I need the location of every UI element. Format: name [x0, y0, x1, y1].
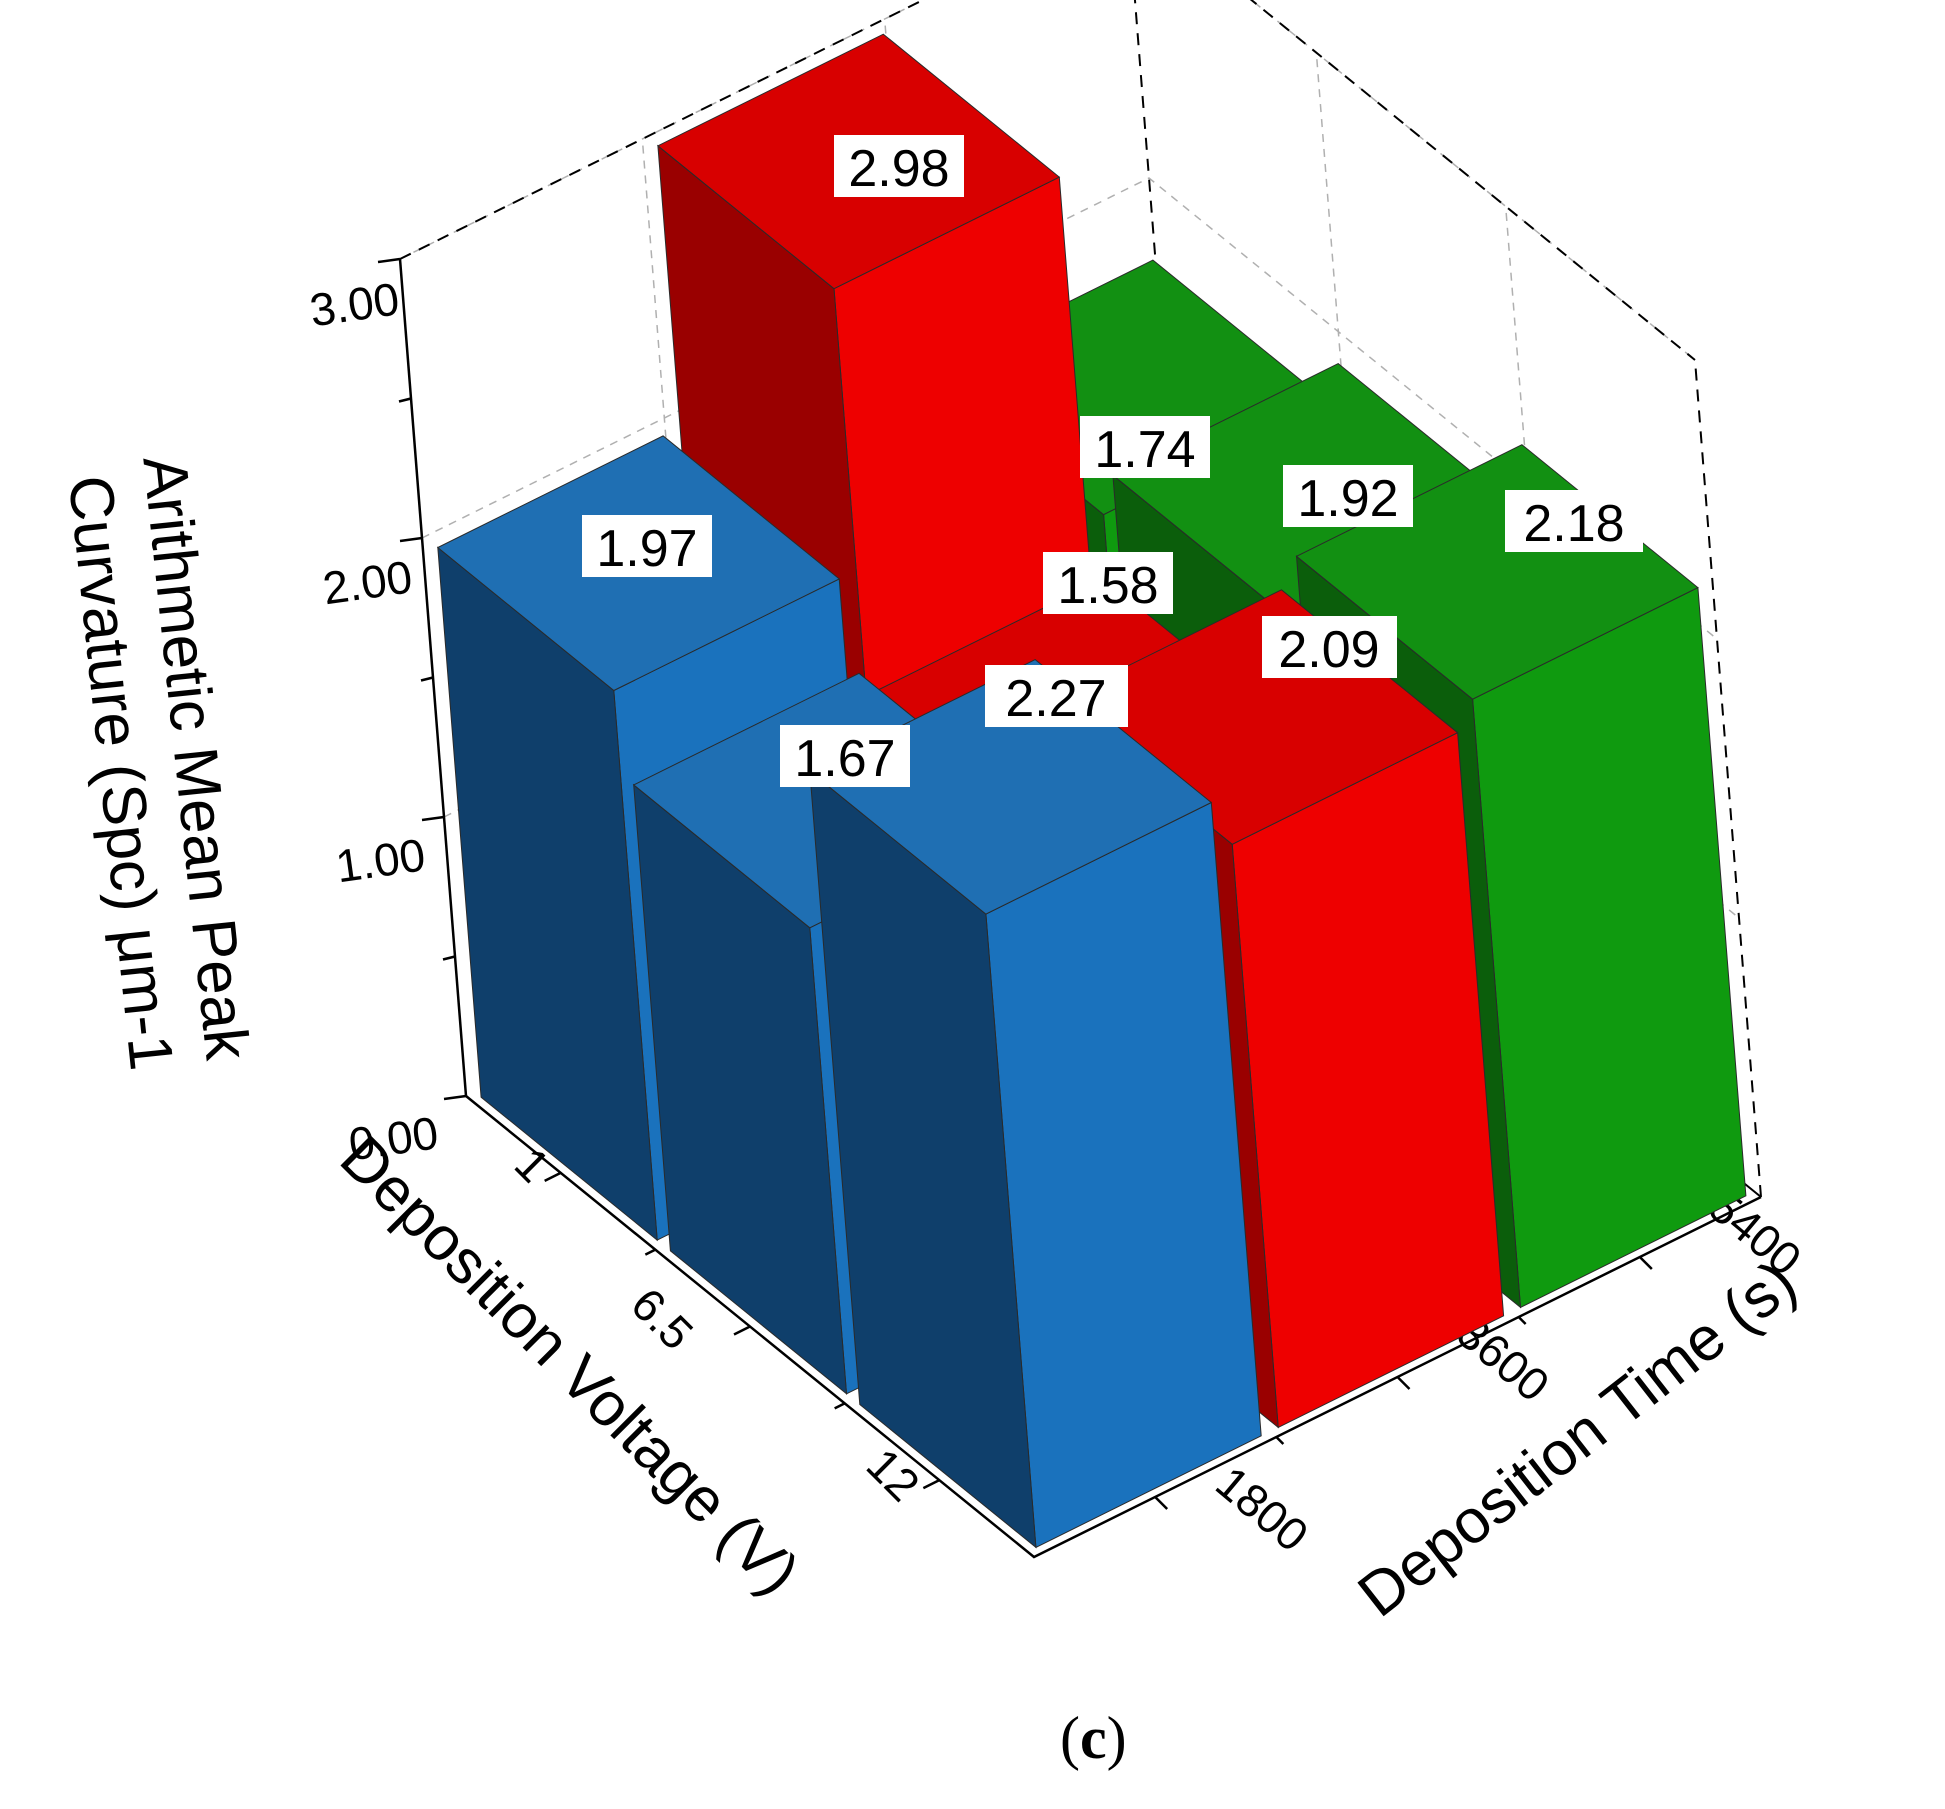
value-label-text-3600-12: 2.09 — [1278, 621, 1379, 679]
z-tick-mark — [420, 676, 434, 682]
frame-back-vertical — [1133, 0, 1194, 737]
voltage-tick-mark-1 — [733, 1325, 751, 1336]
value-label-text-5400-12: 2.18 — [1523, 495, 1624, 553]
time-minor-tick-0 — [1275, 1436, 1285, 1445]
value-labels: 1.97 1.67 2.27 2.98 1.58 2.09 1.74 1.92 — [582, 135, 1643, 788]
panel-label-letter: c — [1080, 1705, 1107, 1771]
bars — [436, 33, 1747, 1549]
bar-face-front — [1231, 731, 1505, 1429]
time-tick-mark-2 — [1638, 1256, 1653, 1270]
value-label-5400-12: 2.18 — [1505, 490, 1643, 553]
voltage-minor-tick-0 — [644, 1248, 656, 1256]
value-label-text-5400-1: 1.74 — [1094, 421, 1195, 479]
z-tick-mark — [398, 397, 412, 403]
value-label-text-1800-1: 1.97 — [596, 520, 697, 578]
value-label-text-1800-6.5: 1.67 — [794, 730, 895, 788]
z-tick-mark — [421, 815, 445, 822]
value-label-3600-12: 2.09 — [1262, 616, 1397, 679]
panel-label: (c) — [1060, 1705, 1127, 1771]
svg-text:(c): (c) — [1060, 1705, 1127, 1771]
value-label-text-3600-6.5: 1.58 — [1057, 557, 1158, 615]
z-tick-label-3: 3.00 — [306, 272, 402, 336]
value-label-text-3600-1: 2.98 — [848, 140, 949, 198]
z-tick-mark — [442, 955, 456, 961]
z-tick-label-2: 2.00 — [319, 550, 415, 614]
value-label-3600-6.5: 1.58 — [1043, 552, 1173, 615]
value-label-3600-1: 2.98 — [834, 135, 964, 198]
voltage-tick-mark-0 — [544, 1171, 562, 1182]
value-label-5400-6.5: 1.92 — [1283, 465, 1413, 528]
voltage-minor-tick-1 — [834, 1402, 846, 1410]
bar-face-front — [1472, 586, 1747, 1309]
time-tick-mark-1 — [1396, 1376, 1411, 1390]
time-minor-tick-1 — [1517, 1316, 1527, 1325]
voltage-tick-mark-2 — [922, 1479, 940, 1490]
value-label-text-5400-6.5: 1.92 — [1297, 470, 1398, 528]
z-tick-label-0: 0.00 — [345, 1106, 441, 1170]
z-gridline-2 — [399, 0, 1696, 361]
value-label-1800-6.5: 1.67 — [780, 725, 910, 788]
value-label-1800-1: 1.97 — [582, 515, 712, 578]
z-tick-label-1: 1.00 — [332, 828, 428, 892]
z-tick-mark — [377, 257, 401, 264]
z-tick-mark — [399, 536, 423, 543]
time-tick-mark-0 — [1154, 1496, 1169, 1510]
frame-right-vertical — [1694, 359, 1762, 1198]
value-label-5400-1: 1.74 — [1080, 416, 1210, 479]
bar-1800-12 — [808, 659, 1262, 1549]
value-label-1800-12: 2.27 — [985, 665, 1128, 728]
z-tick-mark — [443, 1094, 467, 1101]
value-label-text-1800-12: 2.27 — [1005, 670, 1106, 728]
